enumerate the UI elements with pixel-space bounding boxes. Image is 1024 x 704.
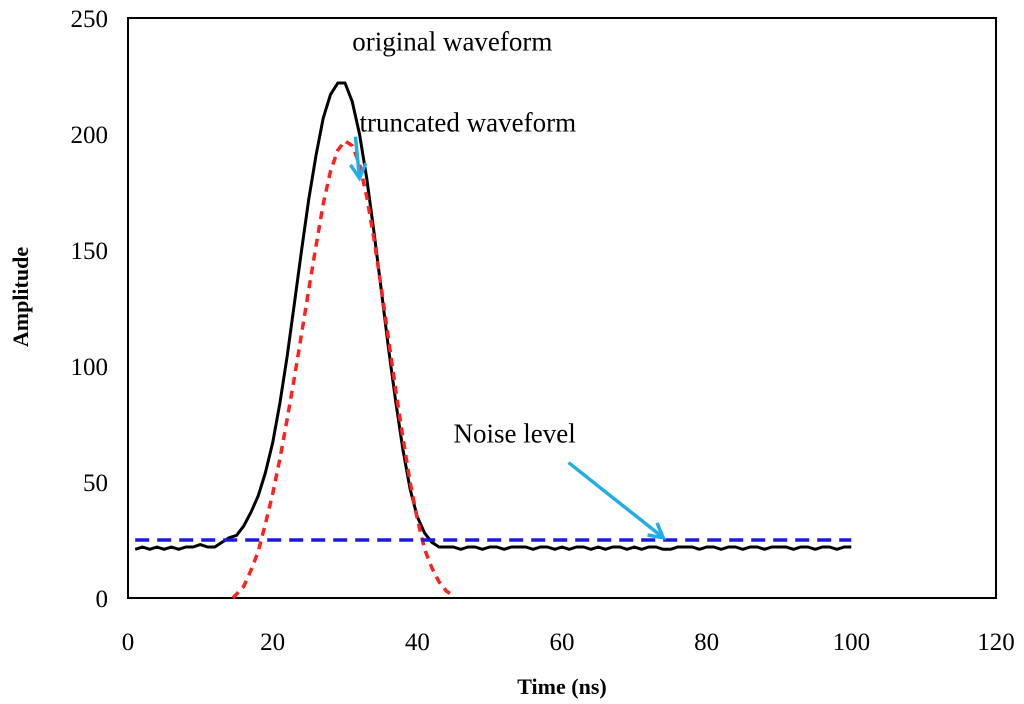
arrowhead-truncated-waveform [349, 162, 368, 182]
y-tick-label: 100 [71, 354, 109, 381]
series-original-waveform [134, 81, 852, 551]
arrow-noise-level [567, 461, 665, 540]
y-axis-title: Amplitude [8, 247, 33, 347]
annotation-original-waveform: original waveform [352, 26, 552, 56]
y-tick-label: 50 [83, 470, 108, 497]
x-tick-label: 80 [694, 629, 719, 656]
x-axis-ticks: 0 20 40 60 80 100 120 [122, 629, 1015, 656]
x-tick-label: 40 [405, 629, 430, 656]
annotation-truncated-waveform: truncated waveform [359, 108, 576, 138]
y-tick-label: 0 [96, 586, 109, 613]
x-tick-label: 100 [833, 629, 871, 656]
x-tick-label: 20 [260, 629, 285, 656]
annotation-noise-level: Noise level [454, 419, 576, 449]
x-tick-label: 120 [977, 629, 1015, 656]
y-tick-label: 150 [71, 238, 109, 265]
annotation-layer: original waveform truncated waveform Noise… [349, 26, 667, 540]
arrowhead-noise-level [647, 522, 667, 540]
y-tick-label: 200 [71, 122, 109, 149]
y-tick-label: 250 [71, 6, 109, 33]
x-axis-title: Time (ns) [517, 674, 606, 699]
series-layer [134, 81, 852, 600]
series-truncated-waveform [231, 139, 451, 600]
arrow-truncated-waveform [353, 136, 362, 179]
y-axis-ticks: 0 50 100 150 200 250 [71, 6, 109, 613]
x-tick-label: 60 [550, 629, 575, 656]
plot-area [127, 17, 997, 599]
x-tick-label: 0 [122, 629, 135, 656]
